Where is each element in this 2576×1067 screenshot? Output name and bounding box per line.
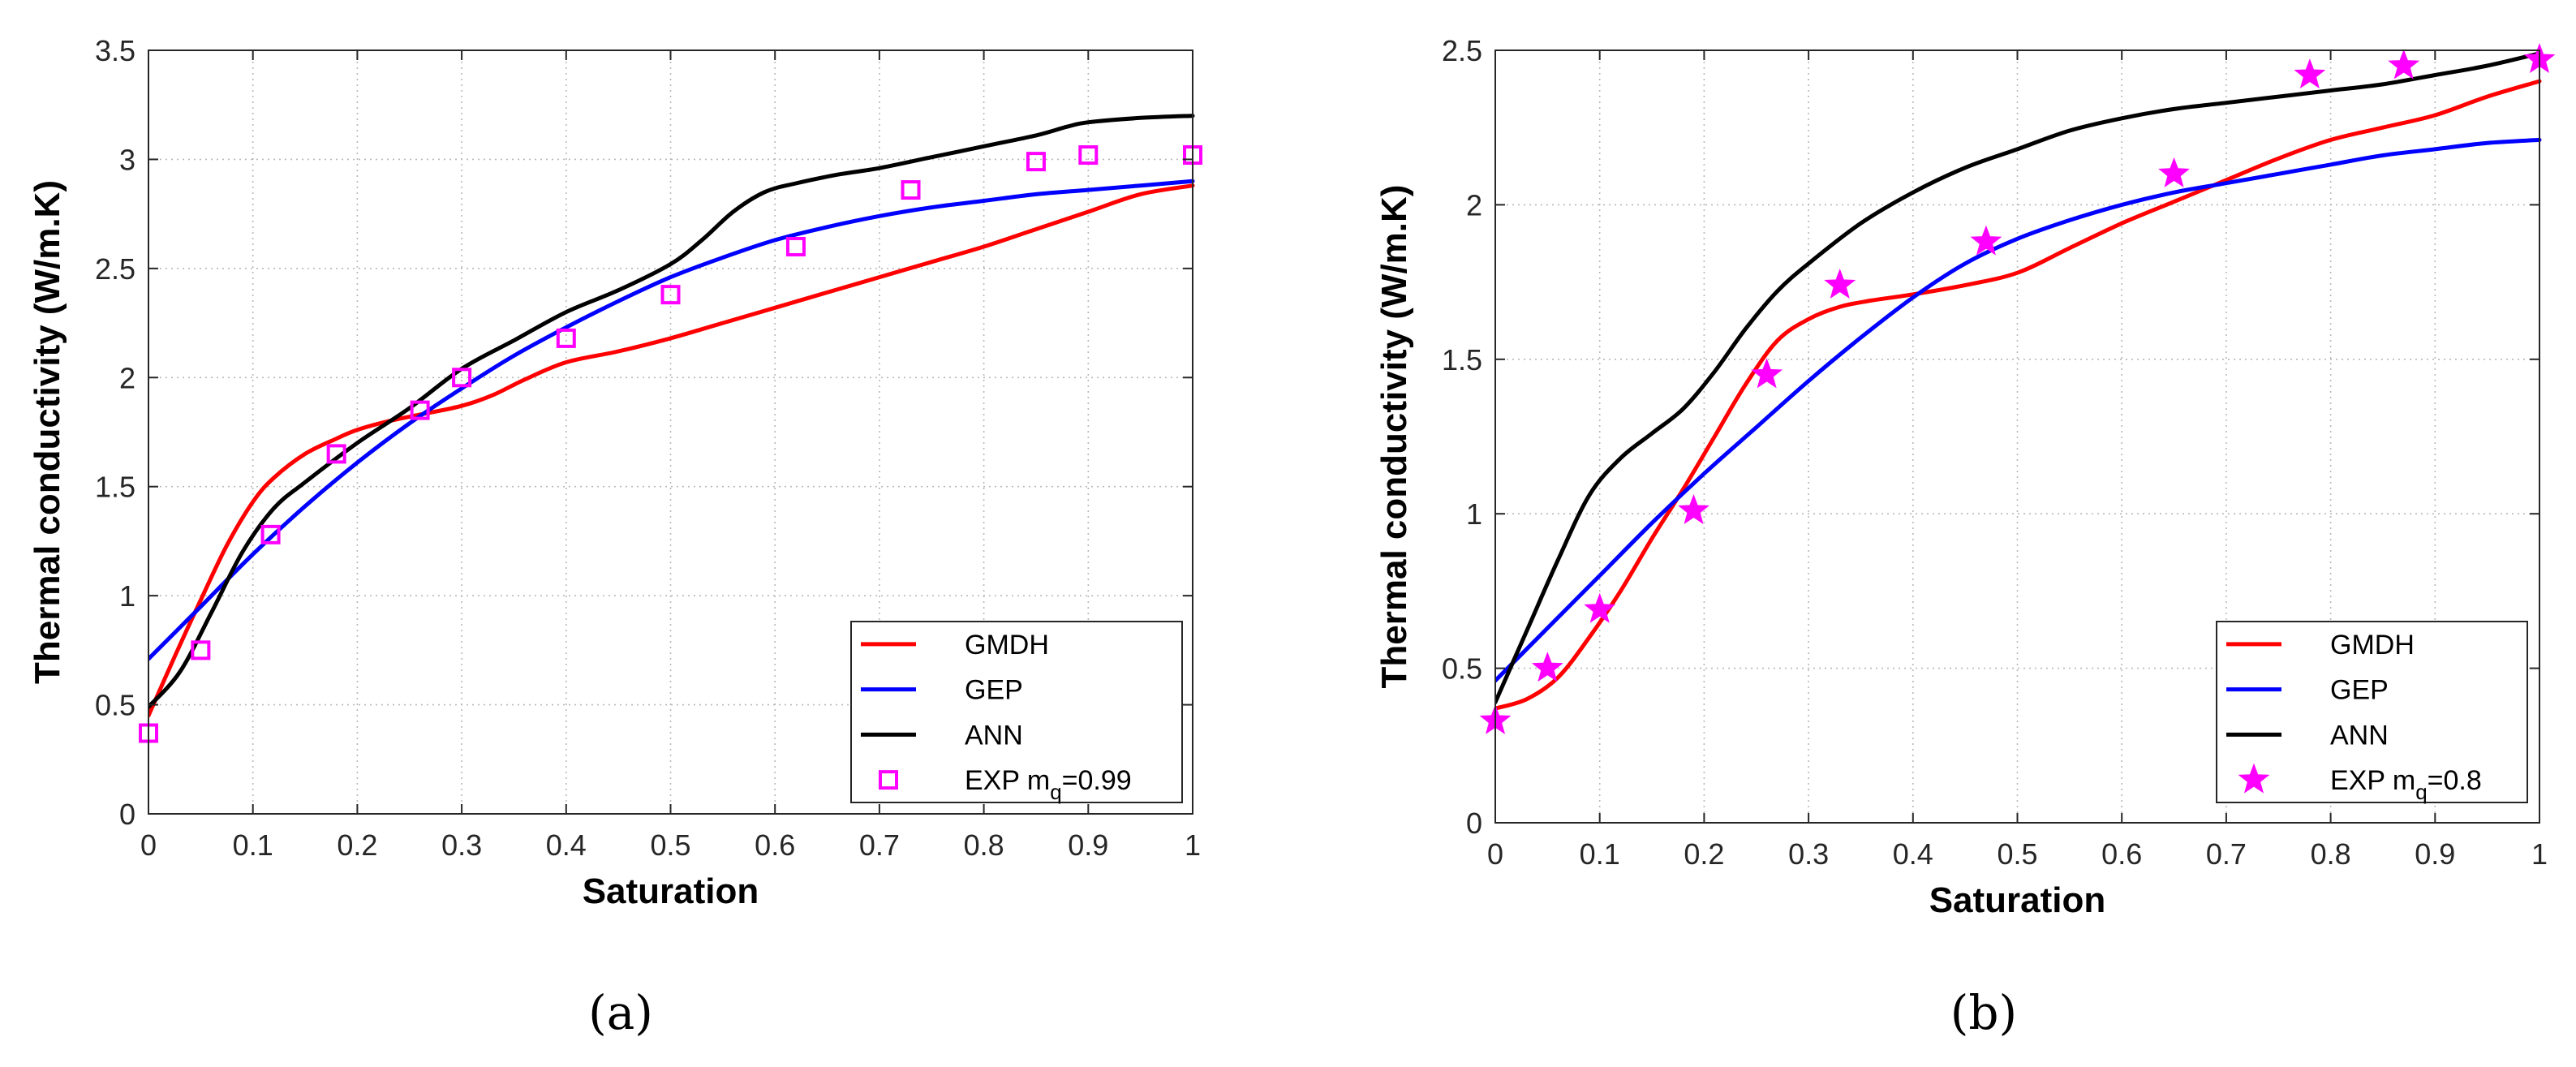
x-tick-label: 0: [1487, 837, 1503, 871]
x-tick-label: 0.3: [1788, 837, 1829, 871]
data-point-marker: [2294, 58, 2326, 88]
x-tick-label: 0.4: [1893, 837, 1933, 871]
legend-box: [2216, 621, 2528, 803]
y-tick-label: 0: [119, 798, 135, 831]
data-point-marker: [326, 444, 346, 464]
series-line-gep: [148, 179, 1195, 661]
legend-label: EXP mq=0.99: [965, 765, 1132, 804]
panel-b: 0 0.1 0.2 0.3 0.4 0.5 0.6 0.7 0.8 0.9 1 0 0.5 1 1.5 2 2.…: [1374, 34, 2556, 1040]
y-tick-label: 2.5: [95, 252, 135, 286]
x-tick-label: 0.5: [1997, 837, 2037, 871]
x-tick-label: 0.8: [964, 828, 1004, 862]
y-tick-label: 3: [119, 143, 135, 176]
x-tick-label: 0.9: [1068, 828, 1108, 862]
x-tick-label: 0: [140, 828, 157, 862]
y-tick-label: 0.5: [1442, 652, 1482, 686]
data-point-marker: [556, 328, 576, 348]
legend-box: [850, 621, 1183, 803]
y-tick-label: 2.5: [1442, 34, 1482, 67]
legend-swatch-marker: [2238, 763, 2270, 794]
legend-swatch-marker: [879, 770, 898, 790]
series-line-gep: [1495, 137, 2542, 683]
series-line-ann: [1495, 51, 2542, 704]
legend: GMDH GEP ANN EXP mq=0.99: [850, 621, 1183, 804]
y-tick-label: 0: [1466, 807, 1482, 840]
x-tick-label: 0.6: [2101, 837, 2142, 871]
x-tick-label: 0.8: [2311, 837, 2351, 871]
series-line-gmdh: [148, 183, 1195, 718]
data-point-marker: [1531, 652, 1563, 682]
y-tick-label: 3.5: [95, 34, 135, 67]
legend: GMDH GEP ANN EXP mq=0.8: [2216, 621, 2528, 804]
x-tick-label: 0.2: [337, 828, 377, 862]
panel-caption: (b): [1950, 985, 2017, 1040]
x-tick-label: 0.7: [2206, 837, 2247, 871]
legend-label: GEP: [965, 675, 1023, 706]
data-point-marker: [1751, 358, 1783, 389]
data-point-marker: [410, 400, 430, 420]
data-point-marker: [1678, 493, 1709, 524]
x-tick-label: 0.3: [441, 828, 482, 862]
x-axis-label: Saturation: [1929, 880, 2106, 920]
series-group: [139, 114, 1202, 743]
legend-label: GMDH: [965, 630, 1049, 660]
x-tick-label: 0.6: [755, 828, 795, 862]
data-point-marker: [660, 285, 681, 305]
y-axis-label: Thermal conductivity (W/m.K): [1374, 185, 1414, 689]
x-tick-label: 0.7: [859, 828, 900, 862]
y-tick-label: 1.5: [1442, 343, 1482, 376]
x-tick-label: 0.1: [1580, 837, 1620, 871]
data-point-marker: [1078, 145, 1099, 166]
y-axis-label: Thermal conductivity (W/m.K): [28, 180, 67, 684]
y-tick-label: 1.5: [95, 471, 135, 504]
x-tick-label: 0.4: [546, 828, 587, 862]
legend-label: ANN: [2330, 720, 2389, 751]
series-line-ann: [148, 114, 1195, 709]
data-point-marker: [1970, 225, 2002, 256]
ticks: 0 0.1 0.2 0.3 0.4 0.5 0.6 0.7 0.8 0.9 1 0 0.5 1 1.5 2 2.…: [1442, 34, 2548, 871]
x-tick-label: 0.5: [650, 828, 690, 862]
legend-label: EXP mq=0.8: [2330, 765, 2482, 804]
data-point-marker: [901, 180, 921, 200]
legend-label: GEP: [2330, 675, 2389, 706]
ticks: 0 0.1 0.2 0.3 0.4 0.5 0.6 0.7 0.8 0.9 1 0 0.5 1 1.5 2 2.…: [95, 34, 1201, 862]
x-tick-label: 0.2: [1684, 837, 1724, 871]
y-tick-label: 2: [119, 361, 135, 394]
y-tick-label: 2: [1466, 188, 1482, 222]
panel-a: 0 0.1 0.2 0.3 0.4 0.5 0.6 0.7 0.8 0.9 1 0 0.5 1 1.5 2 2.…: [28, 34, 1202, 1040]
x-axis-label: Saturation: [583, 871, 759, 911]
series-line-gmdh: [1495, 79, 2542, 711]
x-tick-label: 0.9: [2415, 837, 2455, 871]
data-point-marker: [785, 236, 806, 256]
data-point-marker: [191, 640, 211, 660]
data-point-marker: [2158, 157, 2190, 187]
legend-label: ANN: [965, 720, 1023, 751]
y-tick-label: 1: [1466, 497, 1482, 531]
data-point-marker: [1584, 592, 1616, 623]
data-point-marker: [2388, 49, 2420, 80]
legend-label: GMDH: [2330, 630, 2415, 660]
x-tick-label: 1: [2531, 837, 2548, 871]
data-point-marker: [1824, 268, 1856, 299]
data-point-marker: [260, 524, 281, 544]
y-tick-label: 1: [119, 579, 135, 613]
y-tick-label: 0.5: [95, 689, 135, 722]
data-point-marker: [1026, 152, 1046, 172]
x-tick-label: 1: [1185, 828, 1201, 862]
x-tick-label: 0.1: [233, 828, 273, 862]
data-point-marker: [452, 368, 472, 388]
panel-caption: (a): [588, 985, 653, 1040]
